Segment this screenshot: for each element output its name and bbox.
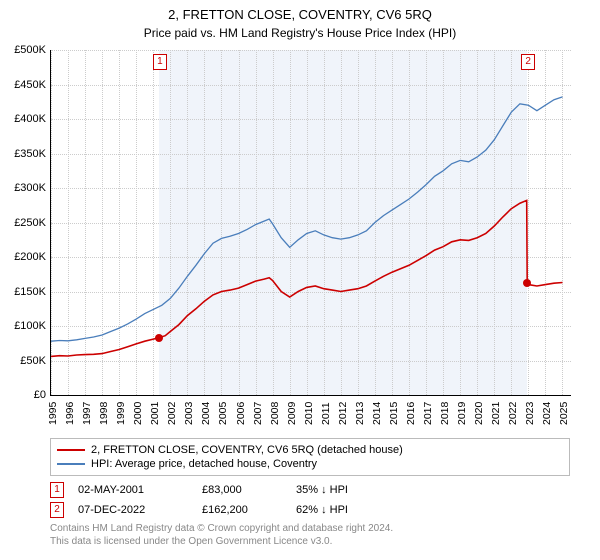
footer-disclaimer: Contains HM Land Registry data © Crown c… (50, 522, 570, 548)
x-axis-tick-label: 2022 (507, 402, 519, 425)
x-axis-tick-label: 2008 (269, 402, 281, 425)
transaction-price: £83,000 (202, 484, 282, 496)
x-axis-tick-label: 1996 (64, 402, 76, 425)
y-axis-tick-label: £50K (4, 355, 46, 367)
transaction-table: 1 02-MAY-2001 £83,000 35% ↓ HPI 2 07-DEC… (50, 480, 570, 520)
y-axis-tick-label: £200K (4, 251, 46, 263)
legend-box: 2, FRETTON CLOSE, COVENTRY, CV6 5RQ (det… (50, 438, 570, 476)
transaction-price: £162,200 (202, 504, 282, 516)
chart-subtitle: Price paid vs. HM Land Registry's House … (0, 24, 600, 40)
x-axis-tick-label: 2016 (405, 402, 417, 425)
chart-title: 2, FRETTON CLOSE, COVENTRY, CV6 5RQ (0, 0, 600, 24)
legend-item: 2, FRETTON CLOSE, COVENTRY, CV6 5RQ (det… (57, 443, 563, 457)
table-row: 2 07-DEC-2022 £162,200 62% ↓ HPI (50, 500, 570, 520)
y-axis-tick-label: £0 (4, 389, 46, 401)
x-axis-tick-label: 2002 (166, 402, 178, 425)
x-axis-tick-label: 1998 (98, 402, 110, 425)
x-axis-tick-label: 2001 (149, 402, 161, 425)
sale-dot (155, 334, 163, 342)
chart-area: £0£50K£100K£150K£200K£250K£300K£350K£400… (50, 50, 571, 396)
transaction-date: 02-MAY-2001 (78, 484, 188, 496)
y-axis-tick-label: £150K (4, 286, 46, 298)
series-line-red (51, 200, 563, 356)
sale-marker-box: 1 (153, 54, 167, 70)
series-line-blue (51, 97, 563, 341)
sale-marker-box: 2 (521, 54, 535, 70)
x-axis-tick-label: 2021 (490, 402, 502, 425)
x-axis-tick-label: 2013 (354, 402, 366, 425)
x-axis-tick-label: 2018 (439, 402, 451, 425)
sale-dot (523, 279, 531, 287)
x-axis-tick-label: 2006 (235, 402, 247, 425)
x-axis-tick-label: 2024 (541, 402, 553, 425)
x-axis-tick-label: 2019 (456, 402, 468, 425)
y-axis-tick-label: £300K (4, 182, 46, 194)
table-row: 1 02-MAY-2001 £83,000 35% ↓ HPI (50, 480, 570, 500)
x-axis-tick-label: 2004 (200, 402, 212, 425)
legend-swatch-red (57, 449, 85, 451)
x-axis-tick-label: 2025 (558, 402, 570, 425)
y-axis-tick-label: £250K (4, 217, 46, 229)
x-axis-tick-label: 2014 (371, 402, 383, 425)
y-axis-tick-label: £400K (4, 113, 46, 125)
y-axis-tick-label: £450K (4, 79, 46, 91)
transaction-hpi: 62% ↓ HPI (296, 504, 386, 516)
legend-swatch-blue (57, 463, 85, 465)
x-axis-tick-label: 2003 (183, 402, 195, 425)
x-axis-tick-label: 2005 (217, 402, 229, 425)
footer-line: Contains HM Land Registry data © Crown c… (50, 522, 570, 535)
x-axis-tick-label: 2000 (132, 402, 144, 425)
chart-lines (51, 50, 571, 395)
x-axis-tick-label: 2017 (422, 402, 434, 425)
x-axis-tick-label: 2010 (303, 402, 315, 425)
x-axis-tick-label: 2020 (473, 402, 485, 425)
transaction-marker: 2 (50, 502, 64, 518)
transaction-marker: 1 (50, 482, 64, 498)
legend-item: HPI: Average price, detached house, Cove… (57, 457, 563, 471)
x-axis-tick-label: 1997 (81, 402, 93, 425)
x-axis-tick-label: 2023 (524, 402, 536, 425)
x-axis-tick-label: 2007 (252, 402, 264, 425)
y-axis-tick-label: £350K (4, 148, 46, 160)
x-axis-tick-label: 2015 (388, 402, 400, 425)
y-axis-tick-label: £100K (4, 320, 46, 332)
transaction-hpi: 35% ↓ HPI (296, 484, 386, 496)
legend-label: 2, FRETTON CLOSE, COVENTRY, CV6 5RQ (det… (91, 444, 403, 456)
x-axis-tick-label: 2012 (337, 402, 349, 425)
x-axis-tick-label: 1995 (47, 402, 59, 425)
x-axis-tick-label: 2009 (286, 402, 298, 425)
footer-line: This data is licensed under the Open Gov… (50, 535, 570, 548)
legend-label: HPI: Average price, detached house, Cove… (91, 458, 317, 470)
x-axis-tick-label: 1999 (115, 402, 127, 425)
transaction-date: 07-DEC-2022 (78, 504, 188, 516)
x-axis-tick-label: 2011 (320, 402, 332, 425)
y-axis-tick-label: £500K (4, 44, 46, 56)
